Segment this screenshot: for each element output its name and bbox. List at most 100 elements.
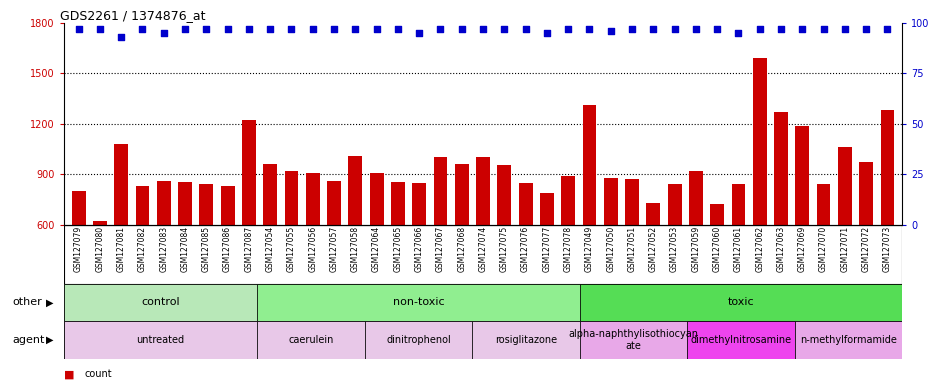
Text: rosiglitazone: rosiglitazone <box>494 335 557 345</box>
Bar <box>199 184 213 326</box>
Bar <box>624 179 638 326</box>
Point <box>284 26 299 32</box>
Point <box>156 30 171 36</box>
Point <box>815 26 830 32</box>
Bar <box>687 321 794 359</box>
Point <box>752 26 767 32</box>
Bar <box>64 284 257 321</box>
Point <box>794 26 809 32</box>
Bar <box>305 172 319 326</box>
Bar <box>364 321 472 359</box>
Bar <box>348 156 362 326</box>
Bar <box>752 58 766 326</box>
Bar <box>114 144 128 326</box>
Text: non-toxic: non-toxic <box>392 297 444 308</box>
Point <box>857 26 872 32</box>
Point <box>581 26 596 32</box>
Bar <box>858 162 872 326</box>
Bar <box>582 105 595 326</box>
Text: toxic: toxic <box>727 297 753 308</box>
Bar <box>412 184 426 326</box>
Bar <box>327 181 341 326</box>
Bar <box>263 164 277 326</box>
Bar <box>475 157 490 326</box>
Bar <box>433 157 446 326</box>
Point <box>71 26 86 32</box>
Bar <box>257 284 579 321</box>
Bar <box>688 171 702 326</box>
Text: alpha-naphthylisothiocyan
ate: alpha-naphthylisothiocyan ate <box>568 329 698 351</box>
Text: GDS2261 / 1374876_at: GDS2261 / 1374876_at <box>60 9 205 22</box>
Bar <box>561 176 575 326</box>
Point <box>645 26 660 32</box>
Text: ▶: ▶ <box>46 335 53 345</box>
Text: ▶: ▶ <box>46 297 53 308</box>
Text: ■: ■ <box>64 369 74 379</box>
Point <box>518 26 533 32</box>
Bar <box>156 181 170 326</box>
Point <box>93 26 108 32</box>
Bar <box>454 164 468 326</box>
Bar <box>136 186 149 326</box>
Point <box>624 26 639 32</box>
Point <box>390 26 405 32</box>
Bar <box>880 111 893 326</box>
Bar <box>370 172 383 326</box>
Bar <box>709 205 724 326</box>
Point <box>496 26 511 32</box>
Bar <box>221 186 234 326</box>
Bar <box>93 221 107 326</box>
Bar <box>72 191 85 326</box>
Point <box>220 26 235 32</box>
Point <box>837 26 852 32</box>
Bar <box>178 182 192 326</box>
Bar <box>519 184 532 326</box>
Text: control: control <box>141 297 180 308</box>
Point <box>730 30 745 36</box>
Bar <box>539 193 553 326</box>
Point <box>135 26 150 32</box>
Bar <box>497 165 511 326</box>
Bar <box>773 112 787 326</box>
Bar <box>579 321 687 359</box>
Point <box>326 26 341 32</box>
Text: count: count <box>84 369 111 379</box>
Text: dinitrophenol: dinitrophenol <box>386 335 450 345</box>
Bar <box>390 182 404 326</box>
Bar <box>241 121 256 326</box>
Point <box>454 26 469 32</box>
Bar <box>667 184 680 326</box>
Point <box>666 26 681 32</box>
Bar <box>579 284 901 321</box>
Text: dimethylnitrosamine: dimethylnitrosamine <box>690 335 791 345</box>
Point <box>773 26 788 32</box>
Point <box>241 26 256 32</box>
Bar <box>731 184 744 326</box>
Text: n-methylformamide: n-methylformamide <box>799 335 896 345</box>
Text: caerulein: caerulein <box>288 335 333 345</box>
Point <box>603 28 618 34</box>
Point <box>879 26 894 32</box>
Bar <box>285 171 298 326</box>
Point <box>113 34 128 40</box>
Point <box>369 26 384 32</box>
Point <box>432 26 447 32</box>
Point <box>177 26 192 32</box>
Point <box>411 30 426 36</box>
Bar <box>64 321 257 359</box>
Text: untreated: untreated <box>137 335 184 345</box>
Bar <box>794 321 901 359</box>
Bar <box>646 203 660 326</box>
Bar <box>257 321 364 359</box>
Point <box>347 26 362 32</box>
Point <box>688 26 703 32</box>
Point <box>560 26 575 32</box>
Point <box>475 26 490 32</box>
Point <box>709 26 724 32</box>
Bar <box>795 126 809 326</box>
Point <box>198 26 213 32</box>
Bar <box>816 184 829 326</box>
Bar <box>603 178 617 326</box>
Bar <box>472 321 579 359</box>
Text: other: other <box>12 297 42 308</box>
